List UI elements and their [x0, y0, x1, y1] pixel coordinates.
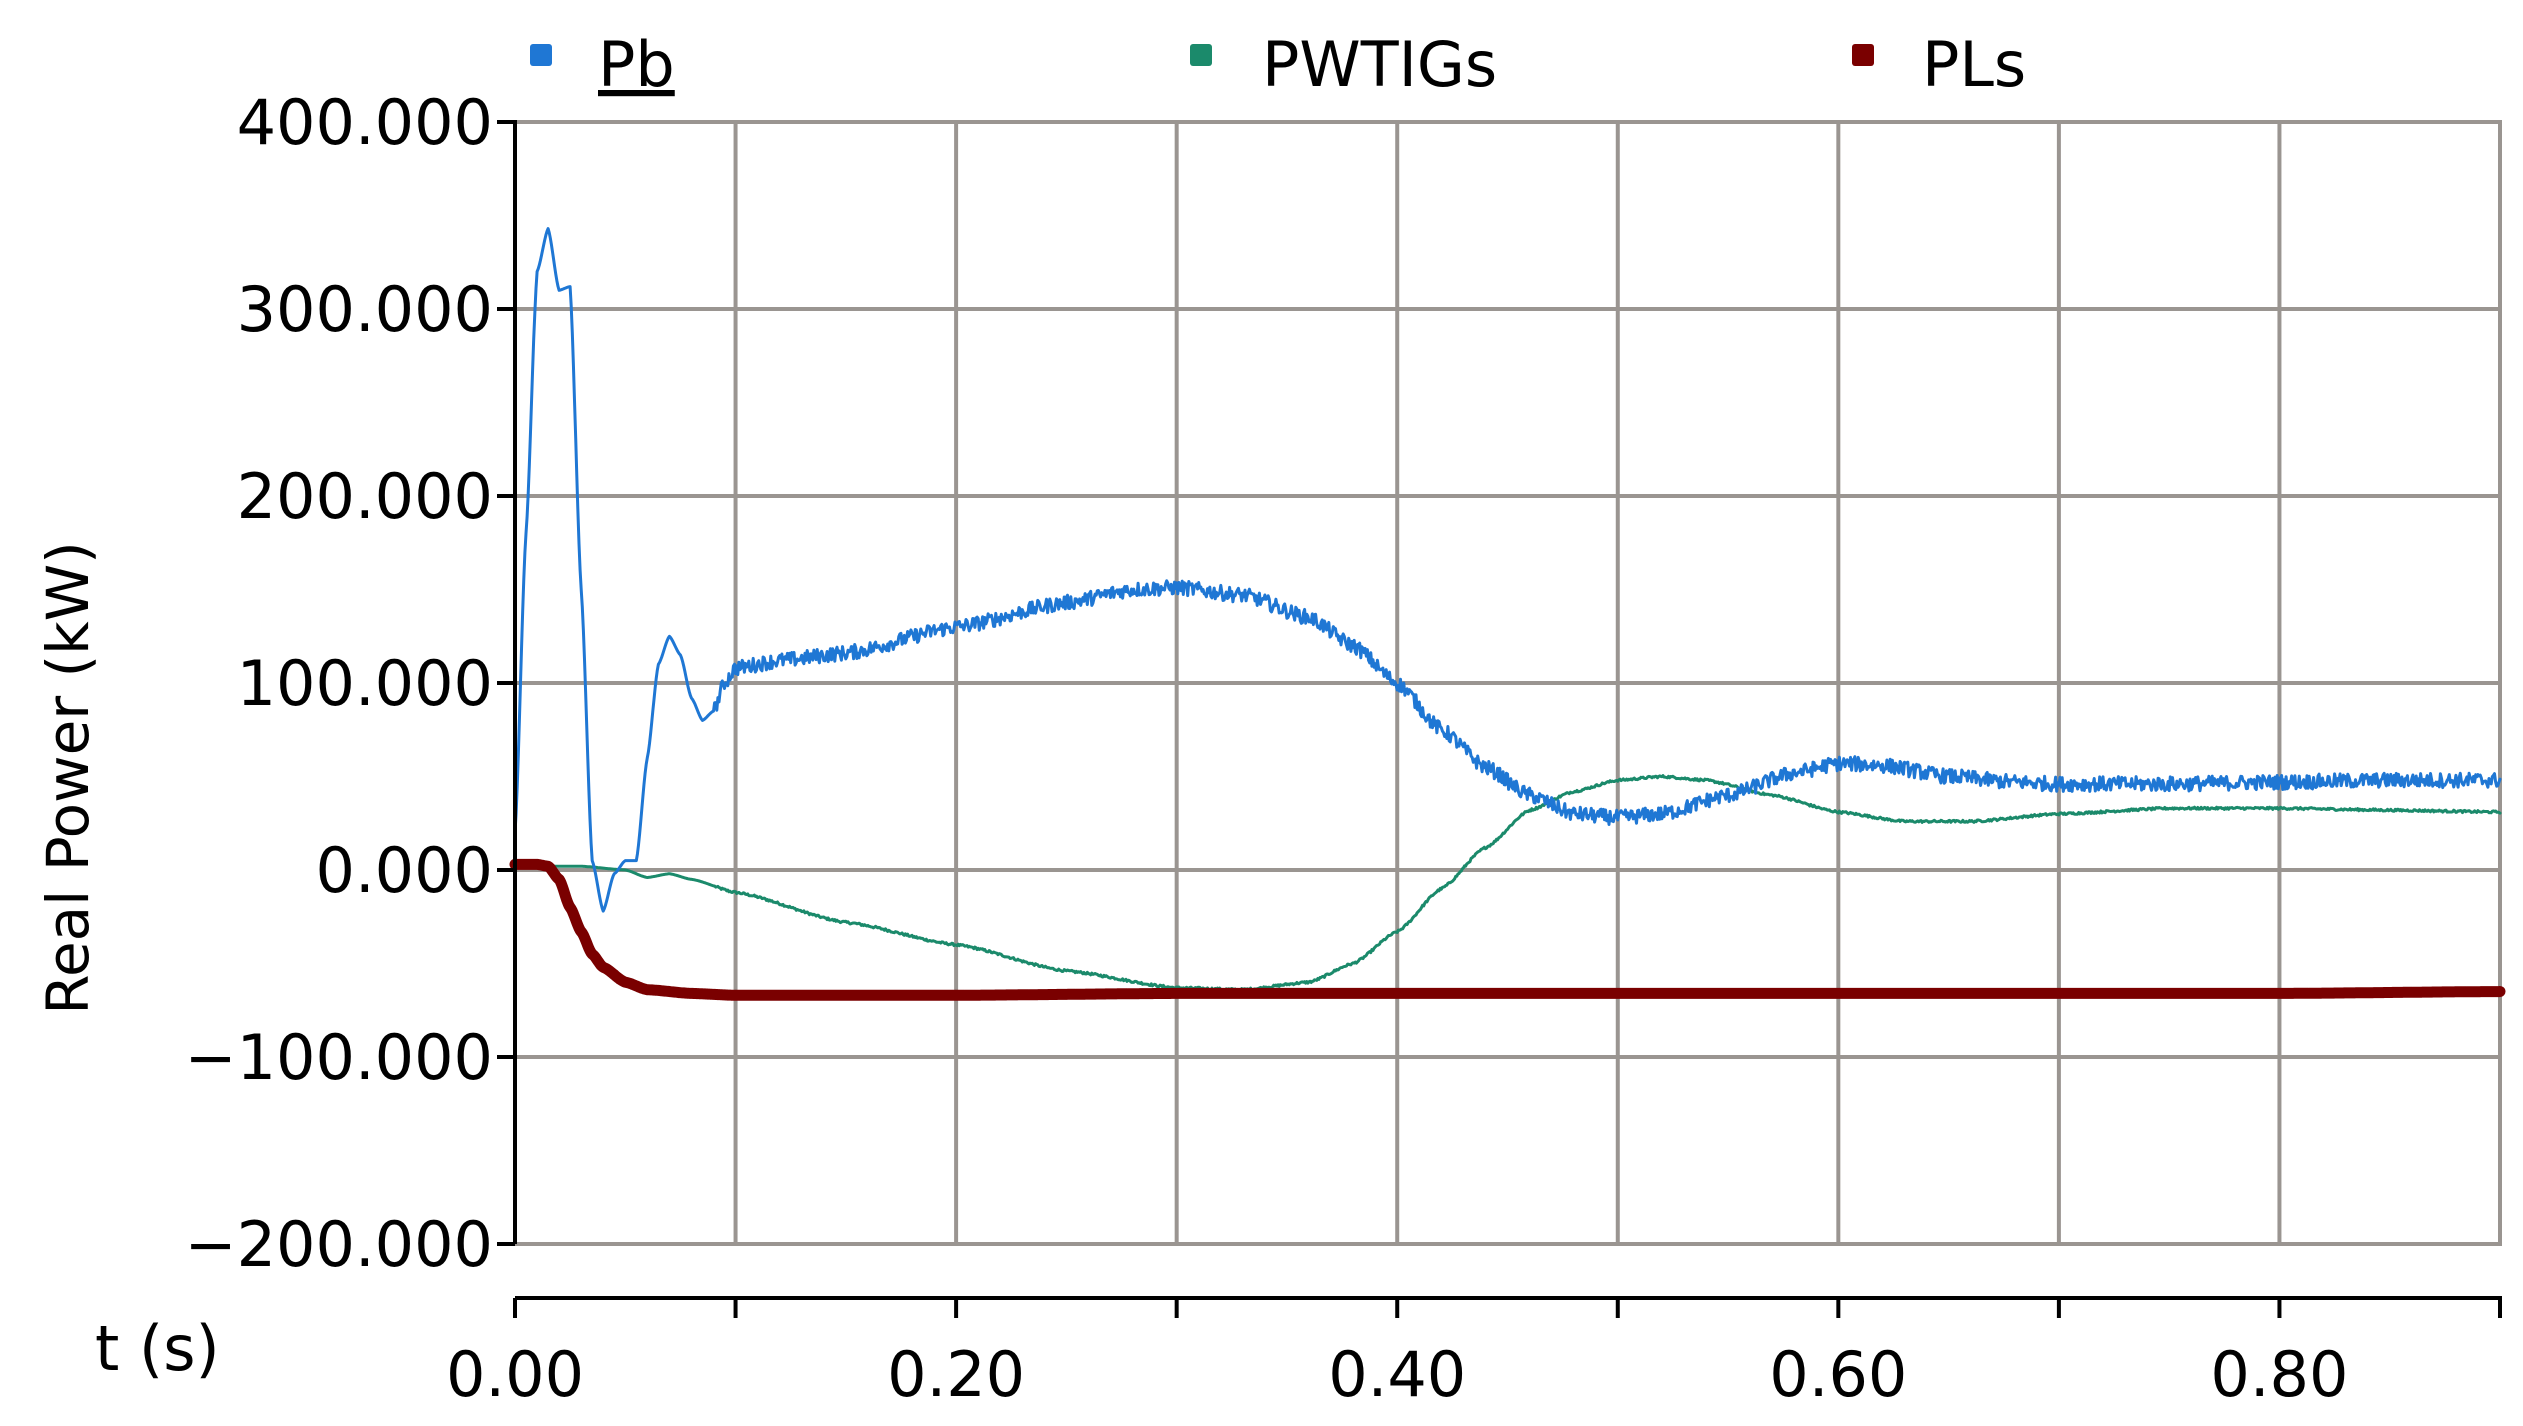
x-tick-label: 0.60 — [1769, 1338, 1907, 1411]
y-tick-label: −100.000 — [185, 1021, 493, 1094]
y-tick-label: 300.000 — [237, 273, 493, 346]
y-tick-label: 0.000 — [316, 834, 494, 907]
x-axis-label: t (s) — [95, 1312, 220, 1385]
y-axis-label: Real Power (kW) — [34, 541, 102, 1014]
y-tick-label: 200.000 — [237, 460, 493, 533]
y-tick-label: 100.000 — [237, 647, 493, 720]
series-line-pls — [509, 858, 2506, 1001]
series-line-pb — [513, 227, 2502, 913]
grid — [513, 120, 2502, 1246]
x-tick-label: 0.40 — [1328, 1338, 1466, 1411]
legend-label-pls: PLs — [1922, 28, 2026, 101]
series-line-pwtigs — [513, 774, 2502, 993]
x-tick-label: 0.00 — [446, 1338, 584, 1411]
tick-labels: 400.000 300.000 200.000 100.000 0.000 −100.00… — [185, 86, 2349, 1411]
series-lines — [509, 227, 2506, 1001]
legend-label-pb: Pb — [598, 28, 675, 101]
legend-label-pwtigs: PWTIGs — [1262, 28, 1497, 101]
x-tick-label: 0.20 — [887, 1338, 1025, 1411]
legend-swatch-pwtigs — [1190, 44, 1212, 66]
legend-swatch-pb — [530, 44, 552, 66]
y-tick-label: 400.000 — [237, 86, 493, 159]
legend-swatch-pls — [1852, 44, 1874, 66]
y-tick-label: −200.000 — [185, 1208, 493, 1281]
legend: Pb PWTIGs PLs — [530, 28, 2026, 101]
x-tick-label: 0.80 — [2210, 1338, 2348, 1411]
axes — [497, 120, 2502, 1318]
